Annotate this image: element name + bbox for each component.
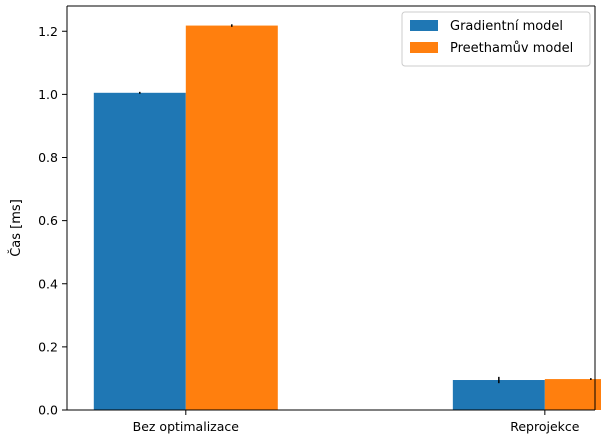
y-tick-label: 0.4: [38, 276, 58, 291]
y-tick-label: 1.2: [38, 24, 58, 39]
y-tick-label: 0.2: [38, 339, 58, 354]
y-tick-label: 0.6: [38, 213, 58, 228]
x-axis-ticks: Bez optimalizace Reprojekce: [133, 410, 580, 434]
error-bars: [139, 24, 592, 384]
legend-label: Preethamův model: [450, 41, 573, 56]
legend-label: Gradientní model: [450, 19, 563, 34]
bar-preetham-v-model-0: [185, 25, 278, 410]
legend-swatch: [410, 20, 438, 31]
y-axis-ticks: 0.0 0.2 0.4 0.6 0.8 1.0 1.2: [38, 24, 67, 418]
axes: [66, 5, 596, 411]
x-tick-label: Reprojekce: [510, 419, 580, 434]
legend-box: [401, 11, 591, 67]
bars: [93, 25, 601, 410]
bar-gradientn-model-0: [93, 92, 186, 410]
y-tick-label: 1.0: [38, 87, 58, 102]
legend: Gradientní model Preethamův model: [401, 11, 591, 67]
legend-swatch: [410, 42, 438, 53]
bar-preetham-v-model-1: [544, 379, 601, 410]
y-tick-label: 0.0: [38, 403, 58, 418]
bar-gradientn-model-1: [452, 380, 545, 410]
x-tick-label: Bez optimalizace: [133, 419, 240, 434]
y-axis-label: Čas [ms]: [8, 199, 24, 257]
y-tick-label: 0.8: [38, 150, 58, 165]
